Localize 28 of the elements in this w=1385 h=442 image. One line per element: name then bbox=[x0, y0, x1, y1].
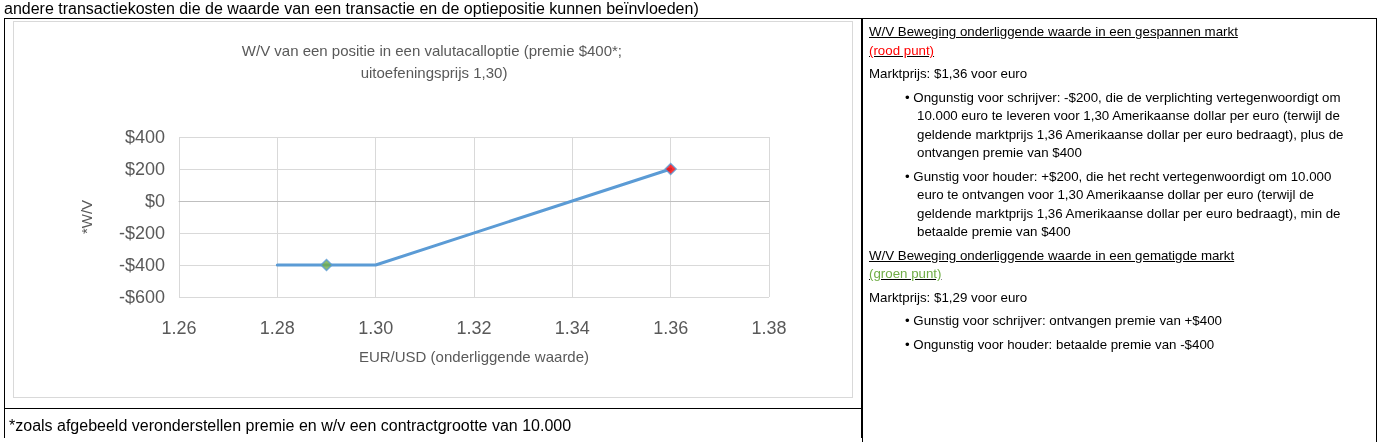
x-tick-label: 1.32 bbox=[456, 318, 492, 338]
text: (groen punt) bbox=[869, 266, 942, 281]
text: Marktprijs: $1,29 voor euro bbox=[869, 288, 1029, 307]
x-tick-label: 1.26 bbox=[161, 318, 197, 338]
text: • Ongunstig voor houder: betaalde premie van -$400 bbox=[905, 335, 1216, 354]
text: • Gunstig voor schrijver: ontvangen premie van +$400 bbox=[905, 312, 1223, 330]
text: *zoals afgebeeld veronderstellen premie en w/v een contractgrootte van 10.000 bbox=[5, 408, 861, 435]
x-tick-label: 1.28 bbox=[259, 318, 295, 338]
x-tick-label: 1.38 bbox=[751, 318, 787, 338]
text: andere transactiekosten die de waarde van een transactie en de optiepositie kunnen beïnvloeden) bbox=[4, 0, 700, 18]
y-tick-label: $400 bbox=[124, 127, 165, 147]
x-tick-label: 1.34 bbox=[554, 318, 590, 338]
text: • Gunstig voor houder: +$200, die het recht vertegenwoordigt om 10.000 euro te ontvangen voor 1,30 Amerikaanse dollar per euro (terwijl de geldende marktprijs 1,36 Amerikaanse dollar per euro bedraagt), min de betaalde premie van $400 bbox=[905, 167, 1342, 241]
y-tick-label: -$400 bbox=[118, 255, 165, 275]
text: (rood punt) bbox=[869, 42, 935, 58]
y-tick-label: -$200 bbox=[118, 223, 165, 243]
x-tick-label: 1.36 bbox=[653, 318, 689, 338]
text: W/V Beweging onderliggende waarde in een gespannen markt bbox=[869, 24, 1238, 39]
y-axis-title: *W/V bbox=[78, 199, 95, 235]
x-tick-label: 1.30 bbox=[358, 318, 394, 338]
y-tick-label: $0 bbox=[144, 191, 165, 211]
y-tick-label: $200 bbox=[124, 159, 165, 179]
x-axis-title: EUR/USD (onderliggende waarde) bbox=[358, 348, 590, 365]
text: • Ongunstig voor schrijver: -$200, die de verplichting vertegenwoordigt om 10.000 euro te leveren voor 1,30 Amerikaanse dollar per euro (terwijl de geldende marktprijs 1,36 Amerikaanse dollar per euro bedraagt), plus de ontvangen premie van $400 bbox=[905, 88, 1345, 162]
text: W/V Beweging onderliggende waarde in een gematigde markt bbox=[869, 247, 1235, 263]
chart-title: W/V van een positie in een valutacalloptie (premie $400*; uitoefeningsprijs 1,30) bbox=[241, 41, 627, 81]
text: Marktprijs: $1,36 voor euro bbox=[869, 65, 1029, 83]
y-tick-label: -$600 bbox=[118, 287, 165, 307]
